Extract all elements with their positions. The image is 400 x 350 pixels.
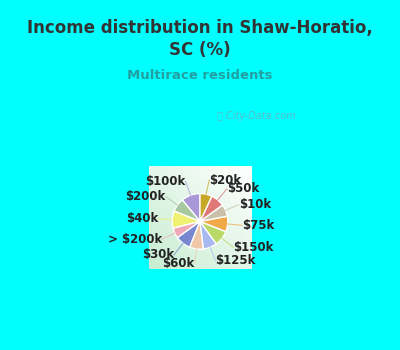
Text: ⓘ City-Data.com: ⓘ City-Data.com [217, 111, 296, 121]
Wedge shape [200, 194, 212, 222]
Wedge shape [200, 222, 226, 244]
Text: > $200k: > $200k [108, 233, 162, 246]
Wedge shape [172, 211, 200, 228]
Wedge shape [182, 194, 200, 222]
Text: $75k: $75k [242, 219, 274, 232]
Wedge shape [200, 216, 228, 232]
Wedge shape [178, 222, 200, 247]
Wedge shape [200, 205, 227, 222]
Text: Multirace residents: Multirace residents [127, 69, 273, 82]
Text: $50k: $50k [227, 182, 259, 195]
Wedge shape [200, 222, 216, 249]
Wedge shape [174, 200, 200, 222]
Text: $60k: $60k [162, 257, 195, 270]
Text: $30k: $30k [142, 248, 174, 261]
Text: $10k: $10k [239, 198, 271, 211]
Text: $100k: $100k [146, 175, 186, 188]
Text: $40k: $40k [126, 212, 158, 225]
Wedge shape [190, 222, 204, 249]
Wedge shape [200, 196, 222, 222]
Text: $150k: $150k [233, 241, 274, 254]
Text: $20k: $20k [209, 174, 241, 187]
Wedge shape [173, 222, 200, 238]
Text: Income distribution in Shaw-Horatio,
SC (%): Income distribution in Shaw-Horatio, SC … [27, 19, 373, 59]
Text: $200k: $200k [126, 190, 166, 203]
Text: $125k: $125k [216, 254, 256, 267]
